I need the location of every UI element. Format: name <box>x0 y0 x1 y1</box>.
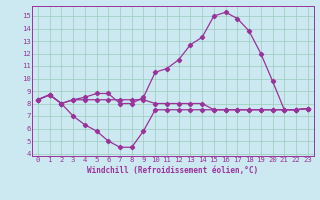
X-axis label: Windchill (Refroidissement éolien,°C): Windchill (Refroidissement éolien,°C) <box>87 166 258 175</box>
